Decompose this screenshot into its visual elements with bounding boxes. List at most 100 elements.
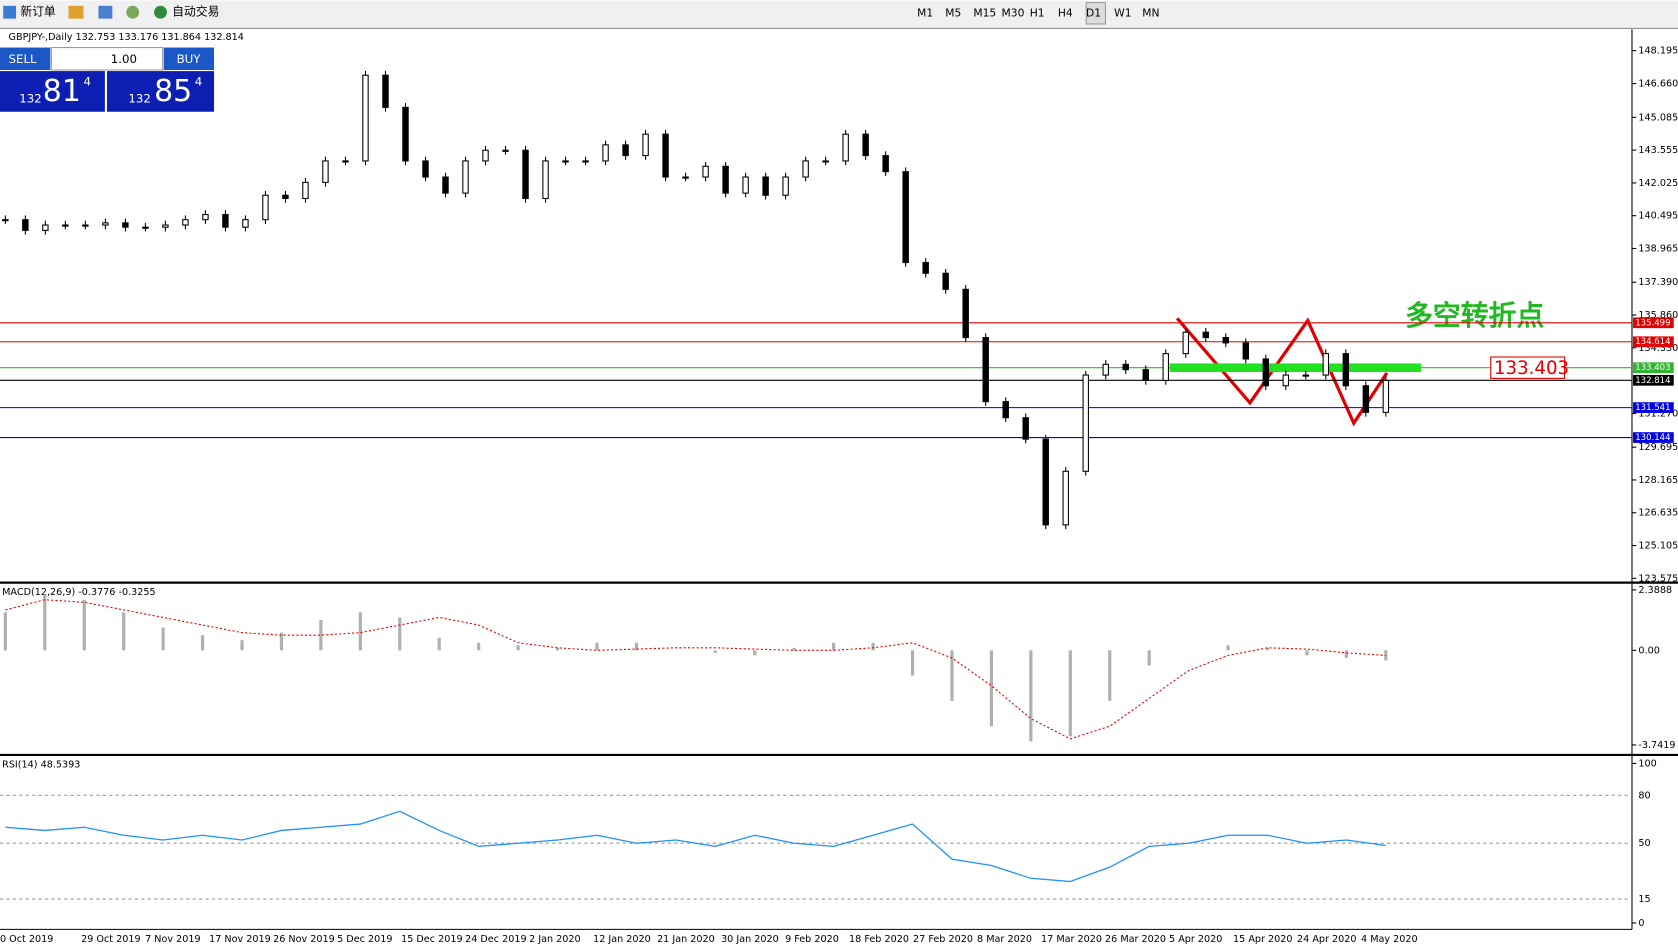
new-order-icon[interactable] xyxy=(3,5,17,19)
candle-body xyxy=(262,194,269,221)
lot-field[interactable] xyxy=(50,47,164,71)
x-tick-label: 29 Oct 2019 xyxy=(81,934,141,945)
level-tag xyxy=(1633,336,1674,348)
timeframe[interactable]: D1 xyxy=(1086,6,1101,19)
candle-body xyxy=(1342,353,1350,387)
timeframe[interactable]: H1 xyxy=(1030,6,1045,19)
x-tick-label: 24 Dec 2019 xyxy=(465,934,527,945)
candle-body xyxy=(1062,470,1069,526)
x-tick-label: 15 Dec 2019 xyxy=(401,934,463,945)
pivot-label: 133.403 xyxy=(1494,358,1569,379)
pivot-bar xyxy=(1169,363,1422,372)
timeframe[interactable]: H4 xyxy=(1058,6,1073,19)
ask-main: 85 xyxy=(154,74,192,109)
icon[interactable] xyxy=(98,5,113,19)
sell-label[interactable]: SELL xyxy=(9,52,37,66)
y-tick-label: 131.270 xyxy=(1638,408,1678,419)
level-tag xyxy=(1633,362,1674,374)
x-tick-label: 18 Feb 2020 xyxy=(849,934,909,945)
candle-body xyxy=(662,133,669,178)
level-tag xyxy=(1633,432,1674,443)
timeframe[interactable]: MN xyxy=(1142,6,1159,19)
candle-body xyxy=(242,219,249,228)
toolbar xyxy=(0,0,1678,28)
candle-body xyxy=(522,149,529,199)
y-tick-label: 80 xyxy=(1638,790,1650,801)
timeframe[interactable]: M1 xyxy=(917,6,933,19)
candle-body xyxy=(1102,363,1109,376)
timeframe[interactable]: M30 xyxy=(1002,6,1025,19)
candle-body xyxy=(1022,417,1029,440)
candle-body xyxy=(462,160,469,194)
ask-box[interactable] xyxy=(107,71,215,112)
candle-body xyxy=(642,133,649,157)
candle-body xyxy=(1362,385,1370,413)
y-tick-label: 15 xyxy=(1638,894,1650,905)
annotation: 多空转折点 xyxy=(1405,299,1544,332)
x-tick-label: 24 Apr 2020 xyxy=(1297,934,1357,945)
timeframe[interactable]: M5 xyxy=(945,6,961,19)
y-tick-label: -3.7419 xyxy=(1638,740,1675,751)
icon[interactable] xyxy=(126,5,140,19)
candle-body xyxy=(62,224,69,227)
candle-body xyxy=(182,219,189,226)
candle-body xyxy=(862,133,869,157)
level-label: 134.614 xyxy=(1635,337,1670,347)
buy-button[interactable] xyxy=(163,47,215,71)
new-order[interactable]: 新订单 xyxy=(20,5,56,19)
x-tick-label: 7 Nov 2019 xyxy=(145,934,201,945)
x-tick-label: 4 May 2020 xyxy=(1361,934,1418,945)
y-tick-label: 138.965 xyxy=(1638,243,1678,254)
candle-body xyxy=(1142,369,1149,381)
candle-body xyxy=(1162,353,1169,381)
y-tick-label: 50 xyxy=(1638,838,1650,849)
auto-trading-icon[interactable] xyxy=(154,5,167,19)
candle-body xyxy=(322,160,329,183)
ask-big: 132 xyxy=(128,91,150,105)
chart-header: GBPJPY-,Daily 132.753 133.176 131.864 13… xyxy=(9,32,244,43)
timeframe[interactable]: M15 xyxy=(973,6,996,19)
candle-body xyxy=(822,160,829,163)
y-tick-label: 0.00 xyxy=(1638,645,1659,656)
level-label: 131.541 xyxy=(1635,403,1670,413)
candle-body xyxy=(602,144,609,162)
timeframe[interactable]: W1 xyxy=(1114,6,1131,19)
x-tick-label: 5 Apr 2020 xyxy=(1169,934,1222,945)
x-tick-label: 2 Jan 2020 xyxy=(529,934,581,945)
candle-body xyxy=(1382,379,1390,413)
candle-body xyxy=(1302,374,1310,377)
candle-body xyxy=(2,219,9,222)
buy-label[interactable]: BUY xyxy=(177,52,202,66)
candle-body xyxy=(142,226,149,229)
candle-body xyxy=(1002,401,1009,419)
x-tick-label: 26 Mar 2020 xyxy=(1105,934,1166,945)
x-tick-label: 21 Jan 2020 xyxy=(657,934,715,945)
x-tick-label: 12 Jan 2020 xyxy=(593,934,651,945)
sell-button[interactable] xyxy=(0,47,51,71)
bid-box[interactable] xyxy=(0,71,105,112)
candle-body xyxy=(1182,331,1189,355)
y-tick-label: 134.330 xyxy=(1638,343,1678,354)
auto-trading[interactable]: 自动交易 xyxy=(172,5,219,19)
rsi-title: RSI(14) 48.5393 xyxy=(2,760,80,771)
y-tick-label: 142.025 xyxy=(1638,178,1678,189)
icon[interactable] xyxy=(68,5,84,19)
candle-body xyxy=(942,272,949,290)
y-tick-label: 137.390 xyxy=(1638,277,1678,288)
lot[interactable]: 1.00 xyxy=(111,52,137,66)
y-tick-label: 125.105 xyxy=(1638,541,1678,552)
candle-body xyxy=(102,222,109,226)
x-tick-label: 0 Oct 2019 xyxy=(0,934,53,945)
x-tick-label: 17 Mar 2020 xyxy=(1041,934,1102,945)
candle-body xyxy=(1042,438,1049,526)
x-tick-label: 15 Apr 2020 xyxy=(1233,934,1293,945)
toolbar-group: 新订单 自动交易 xyxy=(3,2,1107,25)
candle-body xyxy=(482,149,489,162)
candle-body xyxy=(1242,342,1250,360)
level-label: 132.814 xyxy=(1635,376,1670,386)
y-tick-label: 148.195 xyxy=(1638,46,1678,57)
candle-body xyxy=(742,176,749,194)
x-tick-label: 8 Mar 2020 xyxy=(977,934,1032,945)
